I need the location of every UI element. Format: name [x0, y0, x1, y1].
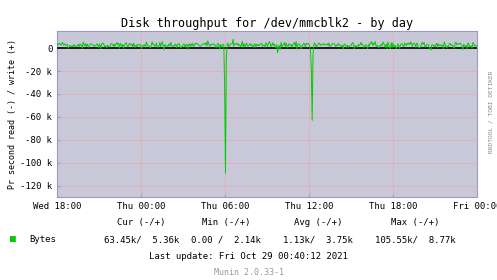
Text: Last update: Fri Oct 29 00:40:12 2021: Last update: Fri Oct 29 00:40:12 2021: [149, 252, 348, 261]
Text: Max (-/+): Max (-/+): [391, 218, 439, 227]
Text: 105.55k/  8.77k: 105.55k/ 8.77k: [375, 235, 455, 244]
Text: Min (-/+): Min (-/+): [202, 218, 250, 227]
Y-axis label: Pr second read (-) / write (+): Pr second read (-) / write (+): [8, 39, 17, 189]
Text: 0.00 /  2.14k: 0.00 / 2.14k: [191, 235, 261, 244]
Text: Munin 2.0.33-1: Munin 2.0.33-1: [214, 268, 283, 277]
Text: 63.45k/  5.36k: 63.45k/ 5.36k: [104, 235, 179, 244]
Title: Disk throughput for /dev/mmcblk2 - by day: Disk throughput for /dev/mmcblk2 - by da…: [121, 17, 413, 30]
Text: ■: ■: [10, 234, 16, 244]
Text: Cur (-/+): Cur (-/+): [117, 218, 166, 227]
Text: Bytes: Bytes: [29, 235, 56, 244]
Text: RRDTOOL / TOBI OETIKER: RRDTOOL / TOBI OETIKER: [489, 71, 494, 153]
Text: Avg (-/+): Avg (-/+): [294, 218, 342, 227]
Text: 1.13k/  3.75k: 1.13k/ 3.75k: [283, 235, 353, 244]
